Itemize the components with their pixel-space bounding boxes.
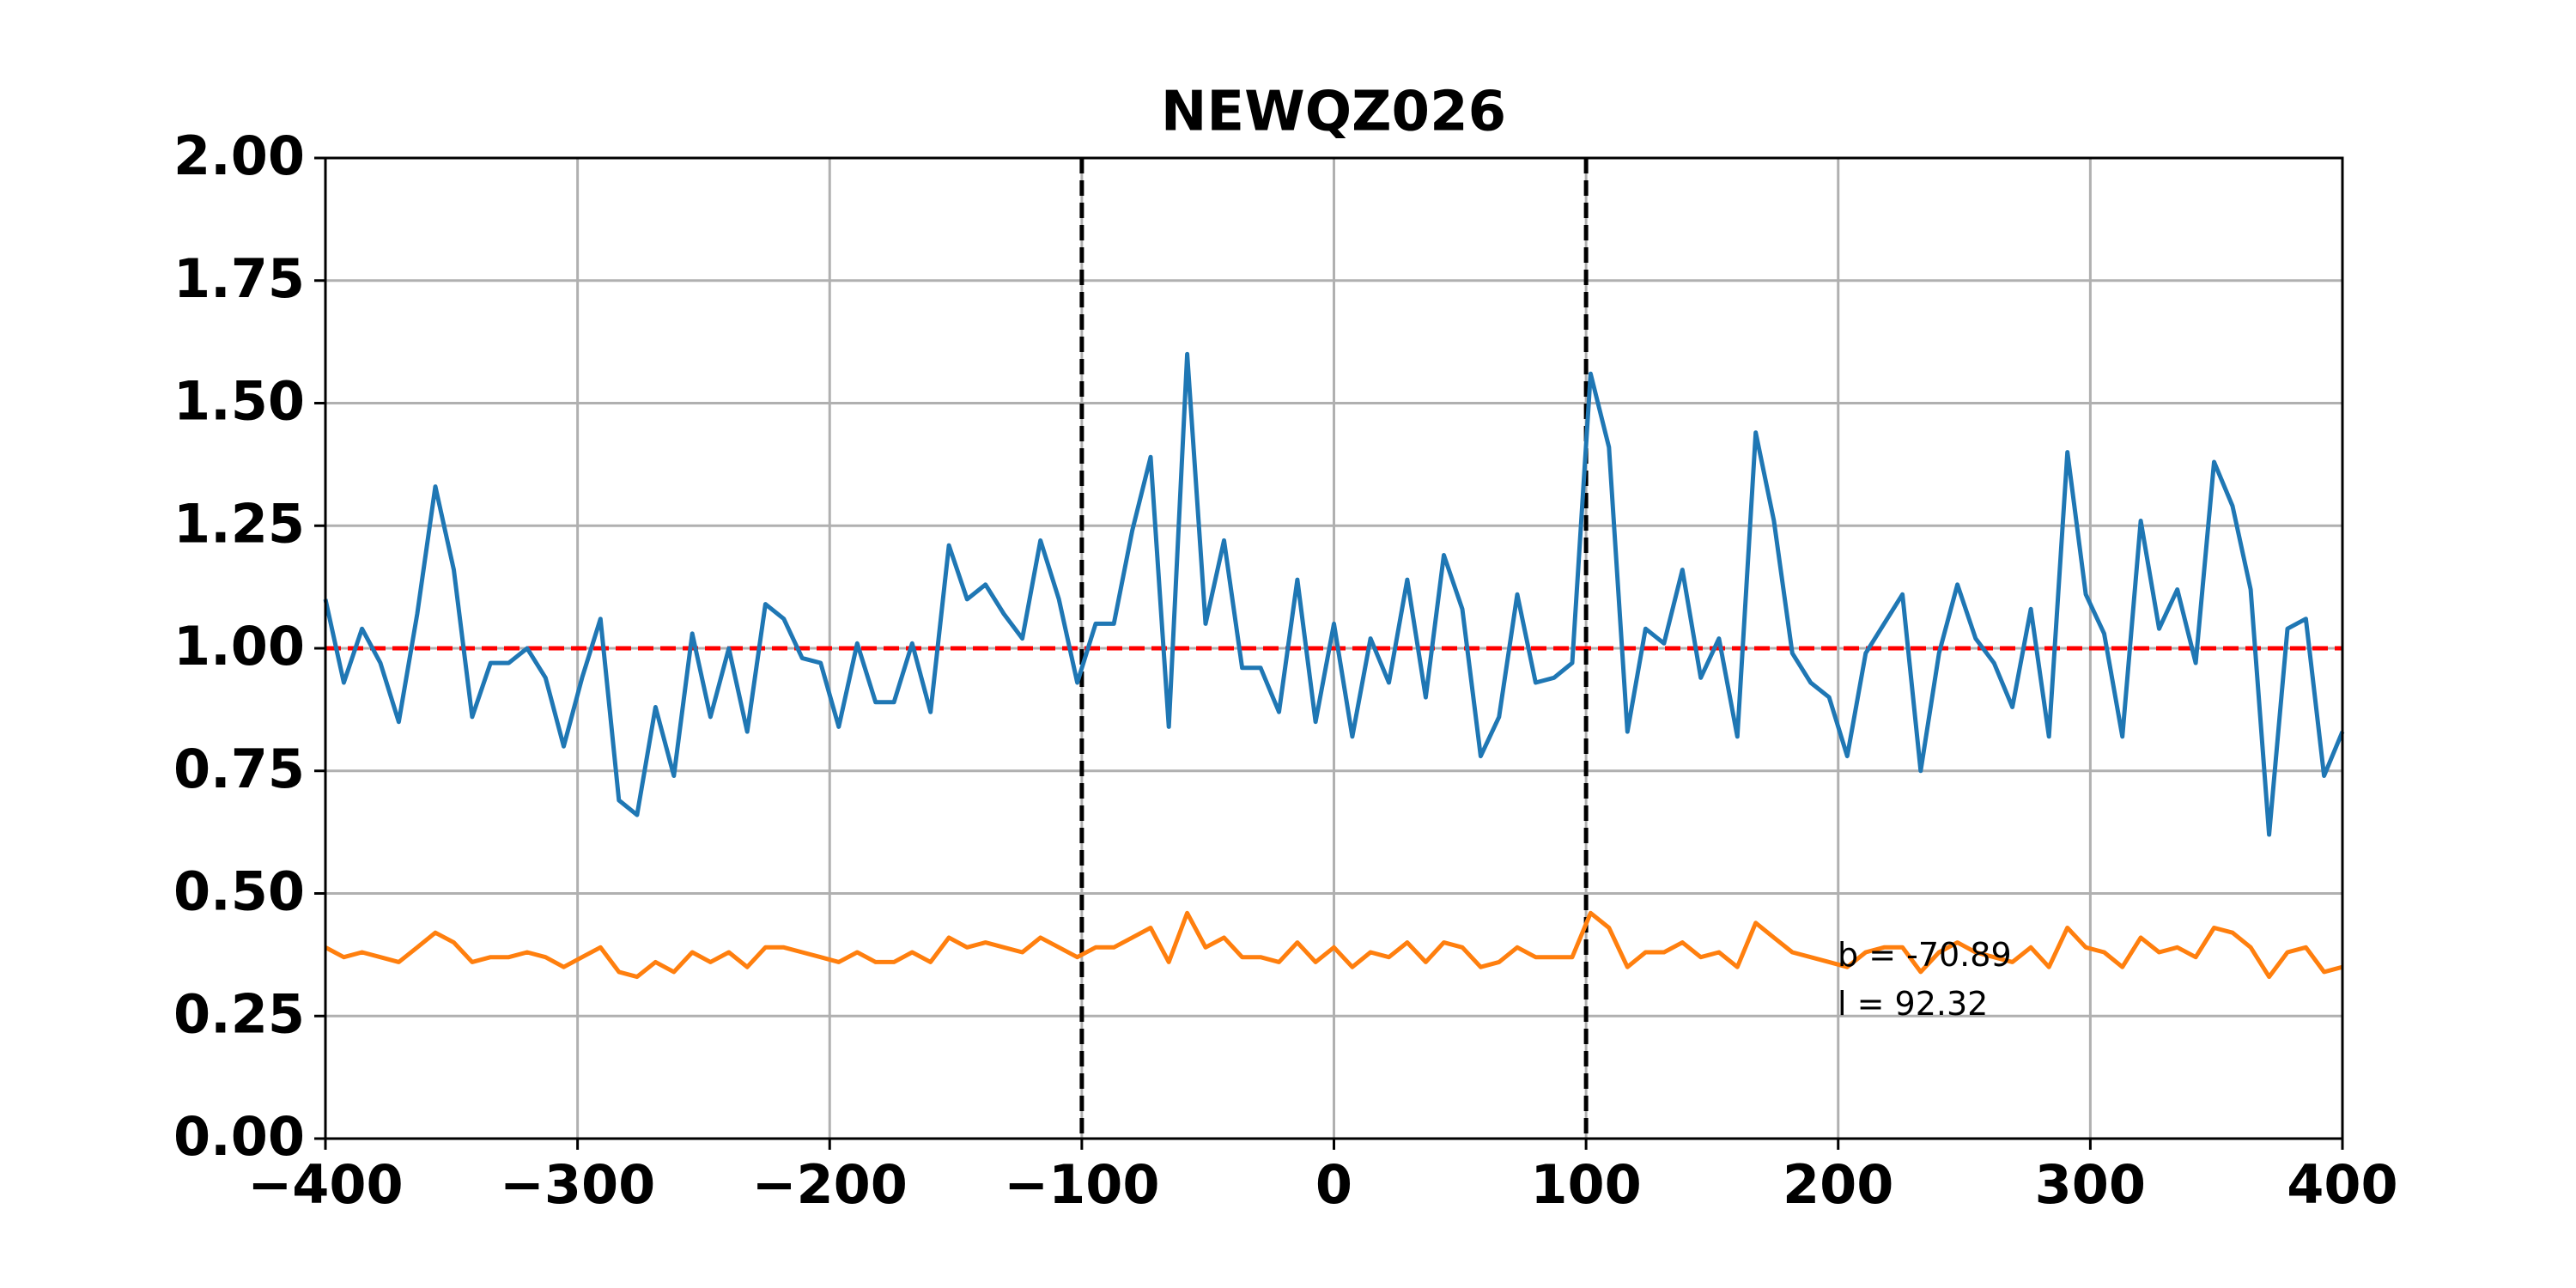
- annotation: b = -70.89: [1838, 936, 2012, 974]
- x-tick-label: −400: [247, 1153, 403, 1216]
- y-tick-label: 0.25: [173, 982, 305, 1045]
- x-tick-label: 300: [2035, 1153, 2146, 1216]
- y-tick-label: 2.00: [173, 125, 305, 187]
- y-tick-label: 1.00: [173, 615, 305, 677]
- chart-title: NEWQZ026: [1161, 81, 1506, 144]
- x-tick-label: −100: [1004, 1153, 1159, 1216]
- x-tick-label: −200: [752, 1153, 908, 1216]
- x-tick-label: 100: [1530, 1153, 1641, 1216]
- x-tick-label: 200: [1783, 1153, 1893, 1216]
- y-tick-label: 0.75: [173, 738, 305, 800]
- x-tick-label: 0: [1315, 1153, 1352, 1216]
- x-tick-label: −300: [500, 1153, 655, 1216]
- y-tick-label: 1.50: [173, 370, 305, 433]
- y-tick-label: 0.00: [173, 1105, 305, 1168]
- data-line: [323, 351, 2345, 837]
- y-tick-label: 1.25: [173, 492, 305, 555]
- y-tick-label: 0.50: [173, 860, 305, 923]
- annotation: l = 92.32: [1838, 985, 1988, 1023]
- x-tick-label: 400: [2287, 1153, 2397, 1216]
- y-tick-label: 1.75: [173, 247, 305, 310]
- plot-frame: [324, 156, 2344, 1140]
- data-line: [324, 910, 2343, 980]
